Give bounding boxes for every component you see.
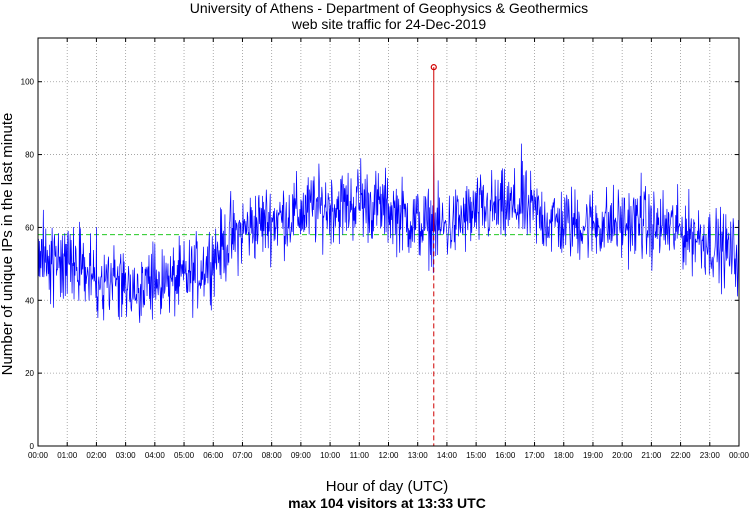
max-marker-layer [430, 64, 437, 446]
x-tick-label: 10:00 [320, 451, 341, 460]
x-tick-label: 06:00 [203, 451, 224, 460]
x-tick-label: 07:00 [232, 451, 253, 460]
y-tick-label: 80 [25, 151, 34, 160]
y-axis-ticks: 0 20 40 60 80 100 [21, 78, 739, 451]
x-tick-label: 22:00 [671, 451, 692, 460]
x-tick-label: 16:00 [495, 451, 516, 460]
y-tick-label: 40 [25, 296, 34, 305]
x-axis-ticks: 00:00 01:00 02:00 03:00 04:00 05:00 06:00 07:00… [28, 38, 750, 460]
x-tick-label: 03:00 [116, 451, 137, 460]
x-tick-label: 05:00 [174, 451, 195, 460]
y-tick-label: 60 [25, 223, 34, 232]
x-tick-label: 13:00 [408, 451, 429, 460]
y-tick-label: 20 [25, 369, 34, 378]
max-visitors-note: max 104 visitors at 13:33 UTC [288, 495, 486, 511]
x-tick-label: 08:00 [262, 451, 283, 460]
x-tick-label: 11:00 [350, 451, 370, 460]
y-tick-label: 100 [21, 78, 35, 87]
x-tick-label: 04:00 [145, 451, 166, 460]
x-tick-label: 21:00 [641, 451, 662, 460]
y-axis-label: Number of unique IPs in the last minute [0, 113, 16, 376]
y-tick-label: 0 [30, 442, 35, 451]
max-marker [430, 64, 437, 71]
x-tick-label: 02:00 [86, 451, 107, 460]
x-tick-label: 18:00 [554, 451, 575, 460]
x-tick-label: 09:00 [291, 451, 312, 460]
x-tick-label: 15:00 [466, 451, 487, 460]
x-tick-label: 01:00 [57, 451, 78, 460]
x-axis-label: Hour of day (UTC) [326, 478, 449, 495]
chart-subtitle: web site traffic for 24-Dec-2019 [291, 16, 486, 32]
x-tick-label: 17:00 [525, 451, 546, 460]
x-tick-label: 23:00 [700, 451, 721, 460]
chart-title: University of Athens - Department of Geo… [190, 0, 588, 16]
x-tick-label: 14:00 [437, 451, 458, 460]
x-tick-label: 20:00 [612, 451, 633, 460]
grid [38, 38, 739, 446]
x-tick-label: 12:00 [378, 451, 399, 460]
series-layer [37, 143, 740, 323]
x-tick-label: 19:00 [583, 451, 604, 460]
x-tick-label: 00:00 [28, 451, 49, 460]
x-tick-label: 00:00 [729, 451, 750, 460]
traffic-series-line [37, 143, 740, 323]
